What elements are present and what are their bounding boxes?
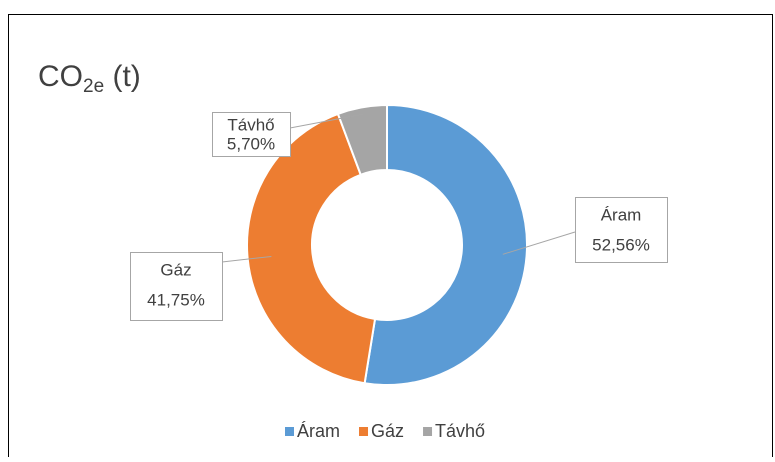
legend-label: Gáz [371,421,404,441]
data-label-box [575,197,668,263]
legend-swatch [285,427,294,436]
title-subscript: 2e [83,76,104,97]
data-label-category: Áram [601,205,642,224]
donut-slice [363,103,528,386]
data-label-category: Gáz [160,260,191,279]
legend-label: Áram [297,421,340,441]
donut-slice [336,103,388,177]
title-suffix: (t) [104,60,141,93]
leader-line [221,255,272,263]
data-label-category: Távhő [227,115,274,134]
data-label-value: 41,75% [147,290,205,309]
data-label-value: 5,70% [227,134,275,153]
data-label-value: 52,56% [592,235,650,254]
leader-line [289,113,364,129]
chart-title: CO2e (t) [38,60,141,97]
legend-swatch [359,427,369,436]
donut-slice [246,112,377,385]
title-main: CO [38,60,83,93]
data-label-box [212,112,291,157]
leader-line [502,231,576,255]
legend-label: Távhő [435,421,485,441]
legend-swatch [423,427,433,436]
data-label-box [130,252,223,321]
